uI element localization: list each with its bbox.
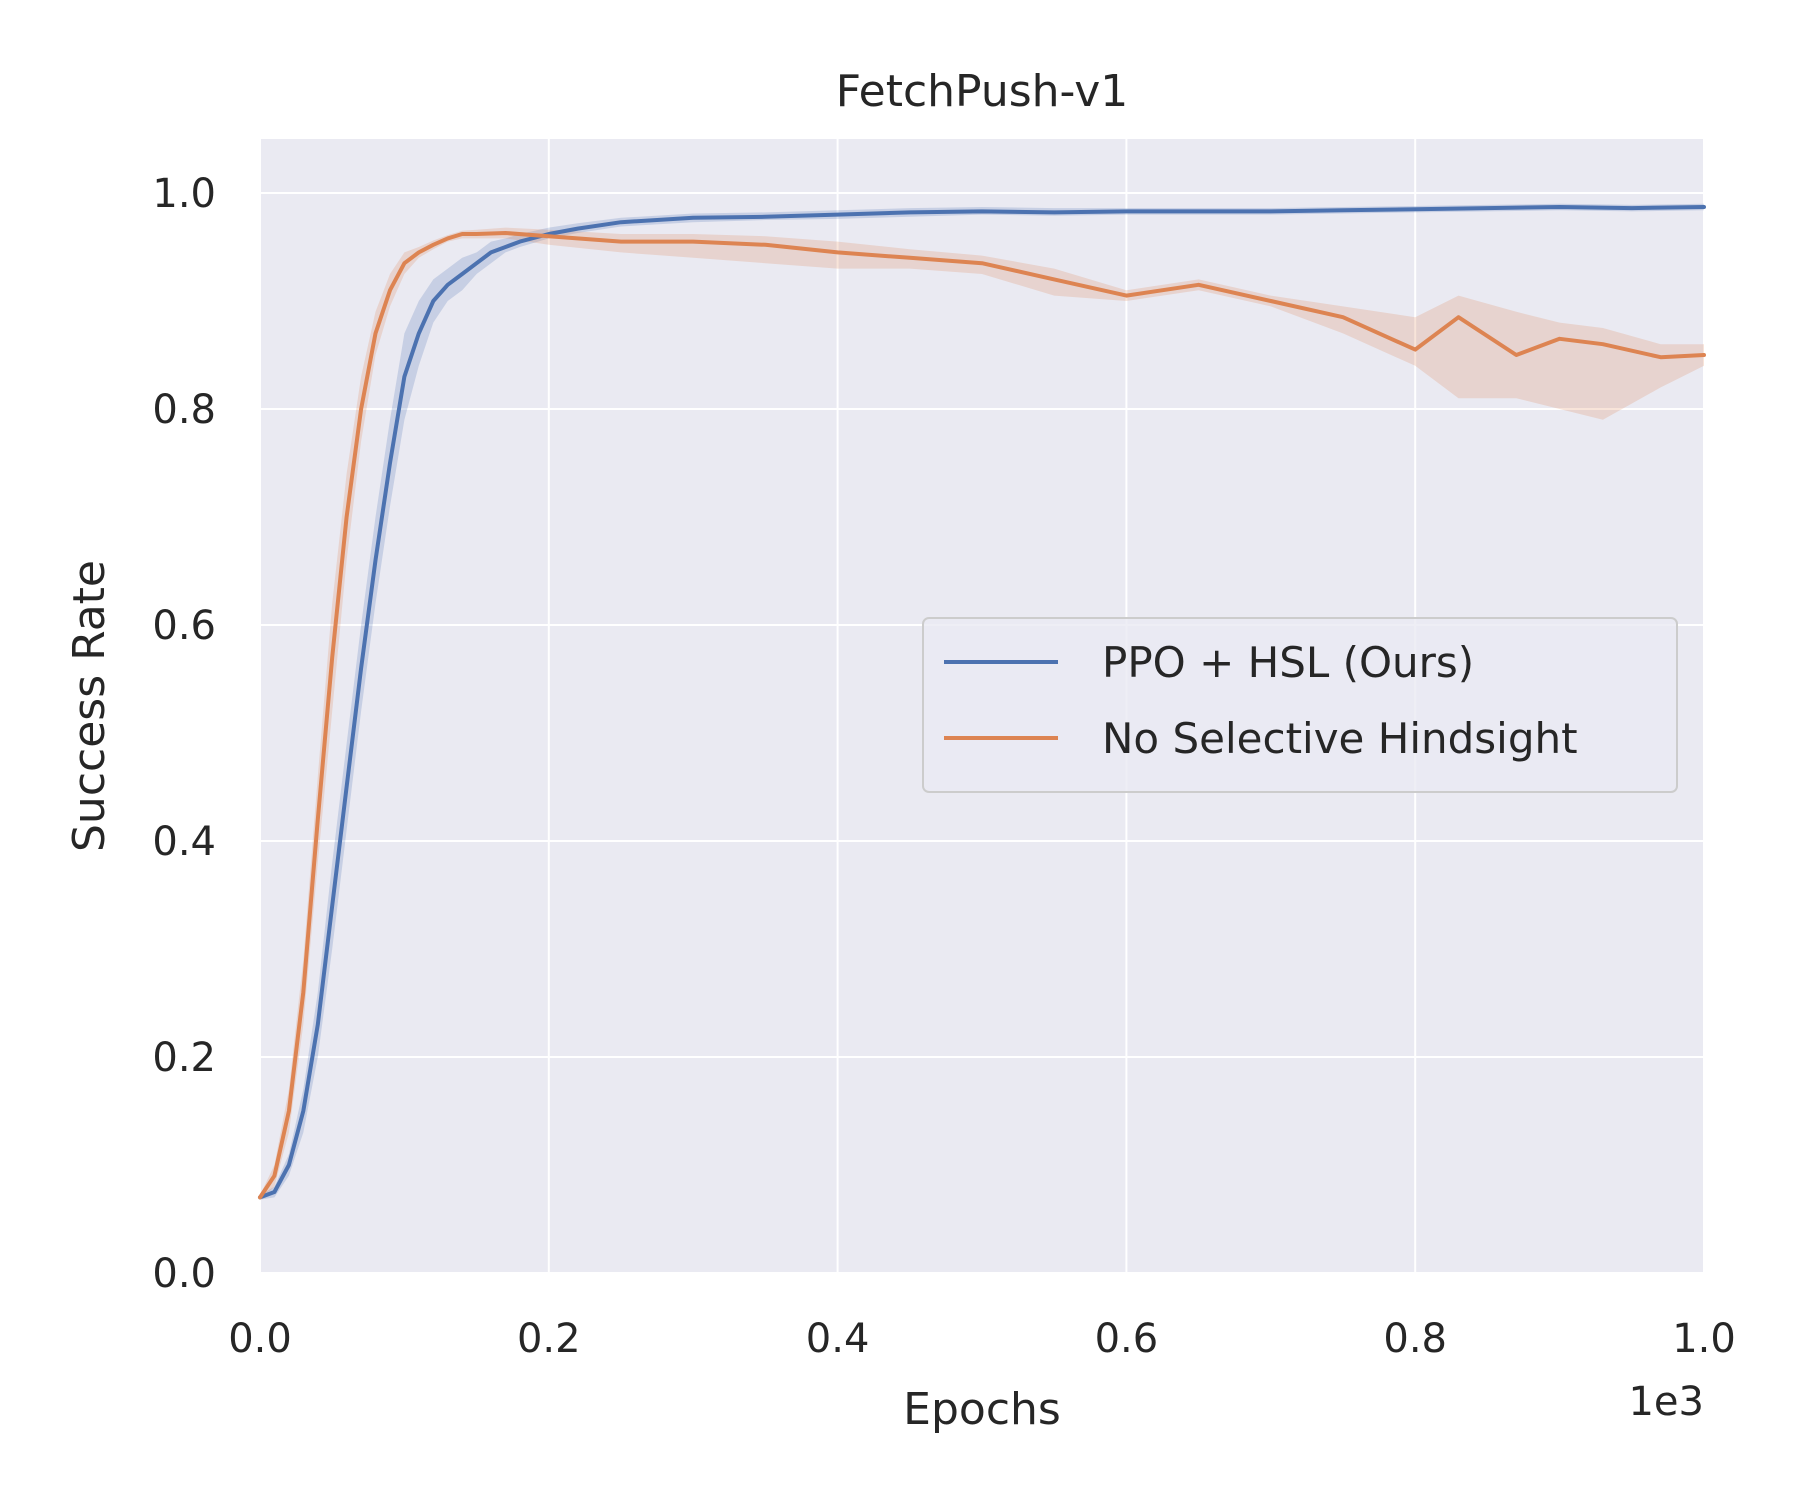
series-lines xyxy=(258,205,1706,1200)
x-tick-label: 0.8 xyxy=(1383,1316,1447,1362)
y-tick-label: 0.2 xyxy=(152,1035,216,1081)
y-tick-label: 0.6 xyxy=(152,603,216,649)
confidence-bands xyxy=(260,203,1704,1200)
x-tick-labels: 0.0 0.2 0.4 0.6 0.8 1.0 xyxy=(228,1316,1736,1362)
x-tick-label: 1.0 xyxy=(1672,1316,1736,1362)
x-axis-offset-label: 1e3 xyxy=(1628,1379,1704,1425)
x-tick-label: 0.4 xyxy=(806,1316,870,1362)
x-axis-label: Epochs xyxy=(903,1384,1061,1435)
legend: PPO + HSL (Ours) No Selective Hindsight xyxy=(922,617,1678,793)
y-tick-label: 1.0 xyxy=(152,171,216,217)
y-tick-label: 0.0 xyxy=(152,1251,216,1297)
legend-label-ppo-hsl: PPO + HSL (Ours) xyxy=(1102,638,1474,687)
band-no-selective-hindsight xyxy=(260,227,1704,1200)
x-tick-label: 0.0 xyxy=(228,1316,292,1362)
series-line-no-selective-hindsight xyxy=(258,231,1706,1200)
y-tick-label: 0.8 xyxy=(152,387,216,433)
legend-box xyxy=(922,617,1678,793)
legend-label-no-selective-hindsight: No Selective Hindsight xyxy=(1102,714,1578,763)
x-tick-label: 0.2 xyxy=(517,1316,581,1362)
chart-title: FetchPush-v1 xyxy=(836,66,1129,117)
y-axis-label: Success Rate xyxy=(64,560,115,852)
series-line-ppo-hsl-ours xyxy=(258,205,1706,1200)
y-tick-label: 0.4 xyxy=(152,819,216,865)
x-tick-label: 0.6 xyxy=(1095,1316,1159,1362)
y-tick-labels: 0.0 0.2 0.4 0.6 0.8 1.0 xyxy=(152,171,216,1297)
